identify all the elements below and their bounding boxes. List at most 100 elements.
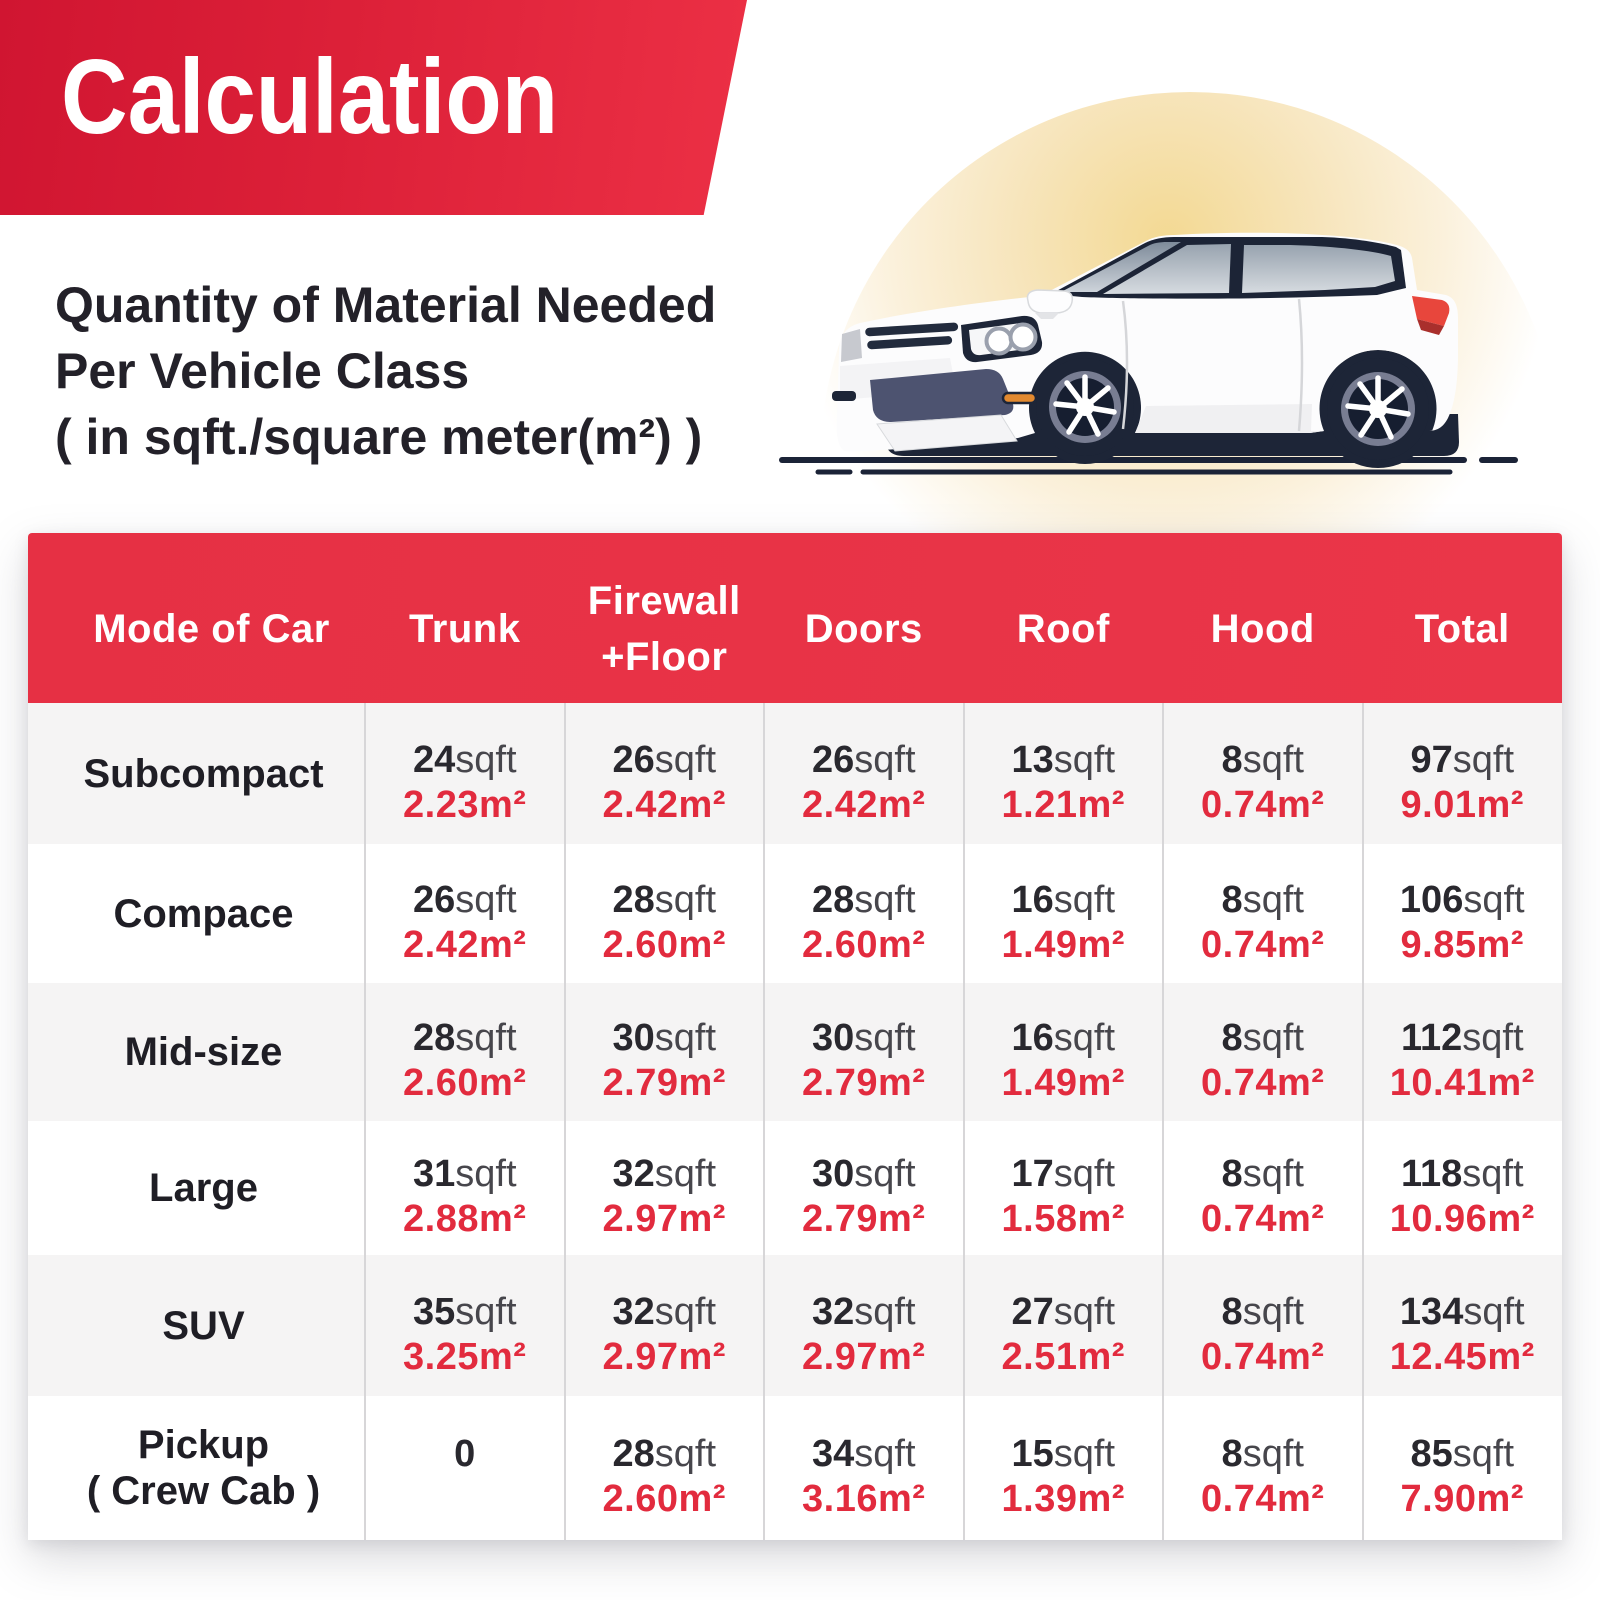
column-divider	[563, 703, 566, 1540]
sqft-unit: sqft	[854, 1017, 916, 1059]
subtitle: Quantity of Material Needed Per Vehicle …	[55, 272, 716, 470]
value-cell: 85sqft 7.90m²	[1363, 1414, 1563, 1522]
column-header: Roof	[1016, 607, 1110, 651]
column-header: Firewall +Floor	[587, 579, 741, 679]
sqft-unit: sqft	[1452, 738, 1515, 781]
sqft-value: 97	[1410, 738, 1453, 781]
sqft-value: 26	[412, 878, 456, 921]
value-cell: 97sqft 9.01m²	[1363, 720, 1563, 828]
sqft-unit: sqft	[1053, 1433, 1116, 1475]
sqft-unit: sqft	[654, 738, 717, 781]
m2-value: 2.60m²	[802, 923, 926, 966]
door-seams	[1121, 298, 1304, 432]
sqft-value: 17	[1011, 1153, 1054, 1195]
sqft-value: 30	[612, 1017, 655, 1059]
column-header: Doors	[804, 607, 923, 651]
sqft-unit: sqft	[455, 1290, 517, 1333]
subtitle-line-2: Per Vehicle Class	[55, 343, 470, 399]
front-wheel	[1036, 358, 1134, 456]
rear-wheel	[1327, 358, 1429, 460]
m2-value: 1.49m²	[1001, 1062, 1125, 1104]
value-cell: 32sqft 2.97m²	[764, 1272, 964, 1380]
sqft-unit: sqft	[1242, 1153, 1304, 1195]
subtitle-line-1: Quantity of Material Needed	[55, 277, 717, 333]
value-cell: 26sqft 2.42m²	[365, 860, 565, 968]
m2-value: 2.42m²	[802, 783, 926, 826]
sqft-unit: sqft	[654, 1153, 717, 1195]
sqft-value: 30	[811, 1153, 855, 1195]
sqft-unit: sqft	[654, 1290, 717, 1333]
sqft-unit: sqft	[654, 878, 717, 921]
sqft-value: 8	[1221, 1017, 1243, 1059]
table-header-row: Mode of Car Trunk Firewall +Floor Doors Roof…	[28, 533, 1562, 703]
value-cell: 8sqft 0.74m²	[1163, 1414, 1363, 1522]
value-cell: 8sqft 0.74m²	[1163, 720, 1363, 828]
m2-value: 1.39m²	[1001, 1478, 1125, 1520]
car-windows	[1051, 237, 1406, 299]
m2-value: 0.74m²	[1201, 783, 1325, 826]
value-cell: 13sqft 1.21m²	[964, 720, 1164, 828]
value-cell: 24sqft 2.23m²	[365, 720, 565, 828]
m2-value: 3.25m²	[403, 1335, 527, 1378]
value-cell: 28sqft 2.60m²	[565, 1414, 765, 1522]
column-header: Trunk	[409, 607, 521, 651]
value-cell: 16sqft 1.49m²	[964, 998, 1164, 1106]
sqft-value: 8	[1221, 1433, 1243, 1475]
sqft-unit: sqft	[1242, 1017, 1304, 1059]
taillight	[1412, 296, 1450, 335]
sqft-value: 27	[1011, 1290, 1054, 1333]
sqft-value: 106	[1399, 878, 1464, 921]
sqft-unit: sqft	[455, 878, 517, 921]
value-cell: 32sqft 2.97m²	[565, 1272, 765, 1380]
m2-value: 2.97m²	[602, 1335, 726, 1378]
m2-value: 2.42m²	[403, 923, 527, 966]
m2-value: 2.60m²	[602, 1478, 726, 1520]
column-header: Total	[1414, 607, 1510, 651]
sqft-value: 24	[412, 738, 456, 781]
row-label: SUV	[162, 1303, 245, 1348]
sqft-unit: sqft	[854, 878, 916, 921]
m2-value: 2.97m²	[602, 1198, 726, 1240]
sqft-unit: sqft	[654, 1017, 717, 1059]
m2-value: 10.96m²	[1389, 1198, 1535, 1240]
column-divider	[364, 703, 366, 1540]
sqft-value: 28	[612, 1433, 655, 1475]
m2-value: 2.79m²	[802, 1198, 926, 1240]
headlight	[961, 315, 1043, 363]
m2-value: 2.79m²	[602, 1062, 726, 1104]
column-divider	[962, 703, 965, 1540]
sqft-value: 28	[612, 878, 655, 921]
m2-value: 0.74m²	[1201, 1062, 1325, 1104]
sqft-unit: sqft	[1053, 1153, 1116, 1195]
sqft-unit: sqft	[1242, 878, 1304, 921]
m2-value: 1.49m²	[1001, 923, 1125, 966]
m2-value: 2.60m²	[602, 923, 726, 966]
row-label: Large	[149, 1166, 258, 1210]
value-cell: 16sqft 1.49m²	[964, 860, 1164, 968]
sqft-unit: sqft	[1452, 1433, 1515, 1475]
value-cell: 26sqft 2.42m²	[565, 720, 765, 828]
sqft-unit: sqft	[1242, 1290, 1304, 1333]
sqft-unit: sqft	[455, 1153, 517, 1195]
sqft-value: 32	[612, 1153, 655, 1195]
subtitle-line-3: ( in sqft./square meter(m²) )	[55, 409, 703, 465]
m2-value: 2.60m²	[403, 1062, 527, 1104]
value-cell: 17sqft 1.58m²	[964, 1134, 1164, 1242]
value-cell: 8sqft 0.74m²	[1163, 1134, 1363, 1242]
value-cell: 34sqft 3.16m²	[764, 1414, 964, 1522]
sqft-value: 112	[1400, 1017, 1463, 1059]
value-cell: 32sqft 2.97m²	[565, 1134, 765, 1242]
sqft-value: 85	[1410, 1433, 1453, 1475]
value-cell: 8sqft 0.74m²	[1163, 860, 1363, 968]
m2-value: 2.42m²	[602, 783, 726, 826]
value-cell: 27sqft 2.51m²	[964, 1272, 1164, 1380]
m2-value: 0.74m²	[1201, 1198, 1325, 1240]
page-title: Calculation	[61, 38, 559, 156]
grille	[865, 322, 959, 350]
sqft-value: 15	[1011, 1433, 1054, 1475]
m2-value: 0.74m²	[1201, 1478, 1325, 1520]
m2-value: 2.88m²	[403, 1198, 527, 1240]
table-row: Subcompact 24sqft 2.23m² 26sqft 2.42m² 26sqft…	[28, 703, 1562, 844]
sqft-unit: sqft	[1463, 1290, 1525, 1333]
sqft-value: 8	[1221, 738, 1243, 781]
